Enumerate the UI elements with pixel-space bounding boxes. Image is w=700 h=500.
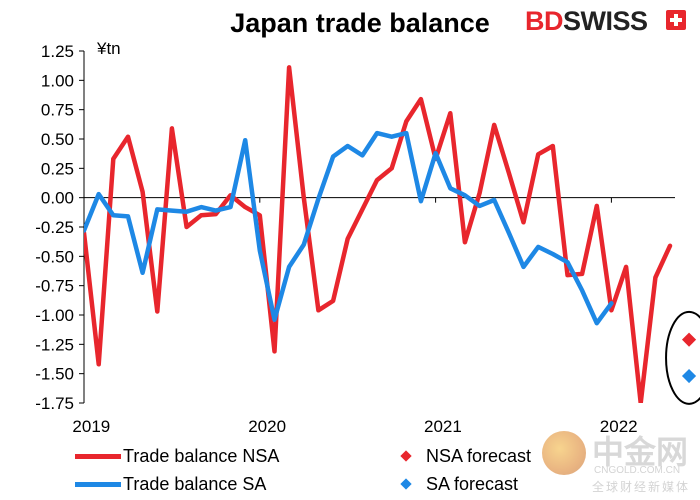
legend-nsa-forecast-diamond-icon bbox=[400, 450, 412, 462]
nsa-series-line bbox=[84, 65, 673, 403]
watermark-logo-icon bbox=[542, 431, 586, 475]
brand-logo: BDSWISS bbox=[525, 6, 648, 37]
forecast-highlight-ellipse bbox=[665, 310, 700, 405]
legend-nsa-forecast: NSA forecast bbox=[400, 444, 532, 468]
y-tick-label: 1.25 bbox=[41, 42, 74, 61]
x-tick-label: 2021 bbox=[424, 417, 462, 436]
y-tick-label: -0.25 bbox=[35, 218, 74, 237]
legend-nsa-forecast-label: NSA forecast bbox=[426, 445, 532, 466]
y-tick-label: 0.00 bbox=[41, 189, 74, 208]
swiss-cross-icon bbox=[666, 10, 686, 30]
legend-sa-forecast: SA forecast bbox=[400, 472, 519, 496]
x-tick-label: 2022 bbox=[600, 417, 638, 436]
legend-sa-forecast-label: SA forecast bbox=[426, 473, 519, 494]
legend-sa-swatch bbox=[75, 481, 121, 487]
legend-nsa: Trade balance NSA bbox=[75, 444, 279, 468]
sa-forecast-point bbox=[681, 368, 697, 384]
y-tick-label: 0.25 bbox=[41, 159, 74, 178]
y-tick-label: -0.50 bbox=[35, 247, 74, 266]
sa-series-line bbox=[84, 130, 614, 326]
y-tick-label: 0.75 bbox=[41, 101, 74, 120]
legend-sa: Trade balance SA bbox=[75, 472, 266, 496]
x-tick-label: 2020 bbox=[248, 417, 286, 436]
chart-title: Japan trade balance bbox=[230, 8, 490, 38]
brand-logo-part2: SWISS bbox=[563, 6, 648, 36]
y-tick-label: -1.50 bbox=[35, 365, 74, 384]
y-axis-unit-label: ¥tn bbox=[97, 39, 121, 58]
watermark-domain: CNGOLD.COM.CN bbox=[594, 465, 681, 476]
watermark-text: 中金网 bbox=[592, 434, 689, 470]
y-tick-label: 0.50 bbox=[41, 130, 74, 149]
y-tick-label: -1.00 bbox=[35, 306, 74, 325]
nsa-forecast-point bbox=[681, 332, 697, 347]
watermark-tagline: 全球财经新媒体 bbox=[592, 480, 691, 494]
legend-sa-forecast-diamond-icon bbox=[400, 478, 412, 490]
y-tick-label: 1.00 bbox=[41, 71, 74, 90]
legend-nsa-swatch bbox=[75, 453, 121, 459]
legend-sa-label: Trade balance SA bbox=[123, 473, 267, 494]
x-tick-label: 2019 bbox=[72, 417, 110, 436]
watermark: 中金网 CNGOLD.COM.CN 全球财经新媒体 bbox=[540, 425, 700, 495]
y-tick-label: -1.75 bbox=[35, 394, 74, 413]
legend-nsa-label: Trade balance NSA bbox=[123, 445, 280, 466]
y-tick-label: -1.25 bbox=[35, 335, 74, 354]
brand-logo-part1: BD bbox=[525, 6, 564, 36]
y-tick-label: -0.75 bbox=[35, 277, 74, 296]
